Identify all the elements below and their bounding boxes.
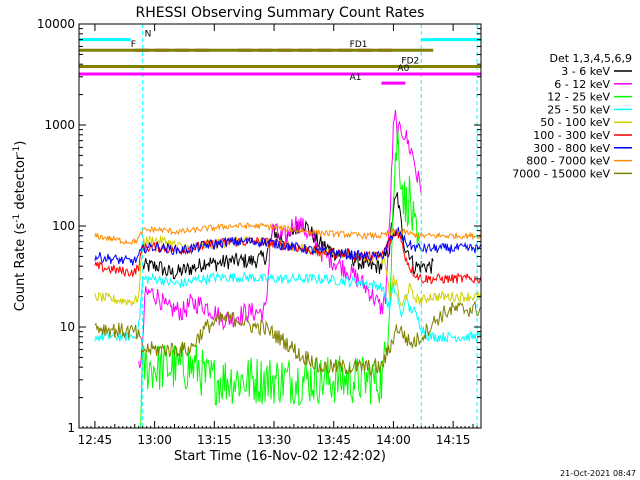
legend-label-5: 100 - 300 keV bbox=[533, 129, 610, 142]
x-tick-label-3: 13:30 bbox=[257, 433, 292, 447]
series-line-2 bbox=[94, 126, 422, 429]
x-axis-label: Start Time (16-Nov-02 12:42:02) bbox=[174, 449, 386, 464]
flag-label-0: N bbox=[145, 30, 152, 40]
x-tick-label-1: 13:00 bbox=[137, 433, 172, 447]
flag-label-2: FD1 bbox=[350, 40, 368, 50]
x-tick-label-6: 14:15 bbox=[436, 433, 471, 447]
chart-title: RHESSI Observing Summary Count Rates bbox=[136, 5, 425, 21]
y-axis-label-part-0: Count Rate (s bbox=[13, 223, 28, 312]
series-line-4 bbox=[94, 235, 482, 307]
series-line-1 bbox=[138, 109, 422, 369]
legend-label-2: 12 - 25 keV bbox=[547, 91, 610, 104]
y-tick-label-0: 1 bbox=[67, 421, 75, 435]
y-tick-label-1: 10 bbox=[60, 320, 75, 334]
y-axis-label-part-3: -1 bbox=[12, 146, 22, 155]
y-tick-label-2: 100 bbox=[52, 219, 75, 233]
legend-label-7: 800 - 7000 keV bbox=[526, 155, 610, 168]
y-axis-label-part-2: detector bbox=[13, 154, 28, 214]
flag-label-5: A1 bbox=[350, 73, 362, 83]
x-tick-label-4: 13:45 bbox=[316, 433, 351, 447]
series-line-7 bbox=[94, 222, 482, 246]
series-line-8 bbox=[94, 300, 482, 377]
y-axis-label-part-1: -1 bbox=[12, 214, 22, 223]
legend-label-6: 300 - 800 keV bbox=[533, 142, 610, 155]
legend-label-0: 3 - 6 keV bbox=[561, 65, 610, 78]
legend-label-1: 6 - 12 keV bbox=[554, 78, 610, 91]
legend-label-3: 25 - 50 keV bbox=[547, 103, 610, 116]
legend-title: Det 1,3,4,5,6,9 bbox=[549, 52, 632, 65]
series-line-6 bbox=[94, 227, 482, 266]
flag-label-1: F bbox=[131, 40, 136, 50]
series-line-3 bbox=[94, 271, 482, 344]
x-tick-label-0: 12:45 bbox=[78, 433, 113, 447]
flag-label-4: A0 bbox=[397, 64, 409, 74]
legend-label-8: 7000 - 15000 keV bbox=[512, 167, 610, 180]
flag-label-3: FD2 bbox=[401, 56, 419, 66]
y-axis-label-part-4: ) bbox=[13, 141, 28, 146]
y-tick-label-3: 1000 bbox=[44, 118, 75, 132]
y-axis-label: Count Rate (s-1 detector-1) bbox=[12, 141, 28, 312]
timestamp: 21-Oct-2021 08:47 bbox=[560, 469, 636, 478]
x-tick-label-5: 14:00 bbox=[376, 433, 411, 447]
legend-label-4: 50 - 100 keV bbox=[540, 116, 610, 129]
plot-area bbox=[79, 24, 481, 428]
y-tick-label-4: 10000 bbox=[37, 17, 75, 31]
x-tick-label-2: 13:15 bbox=[197, 433, 232, 447]
